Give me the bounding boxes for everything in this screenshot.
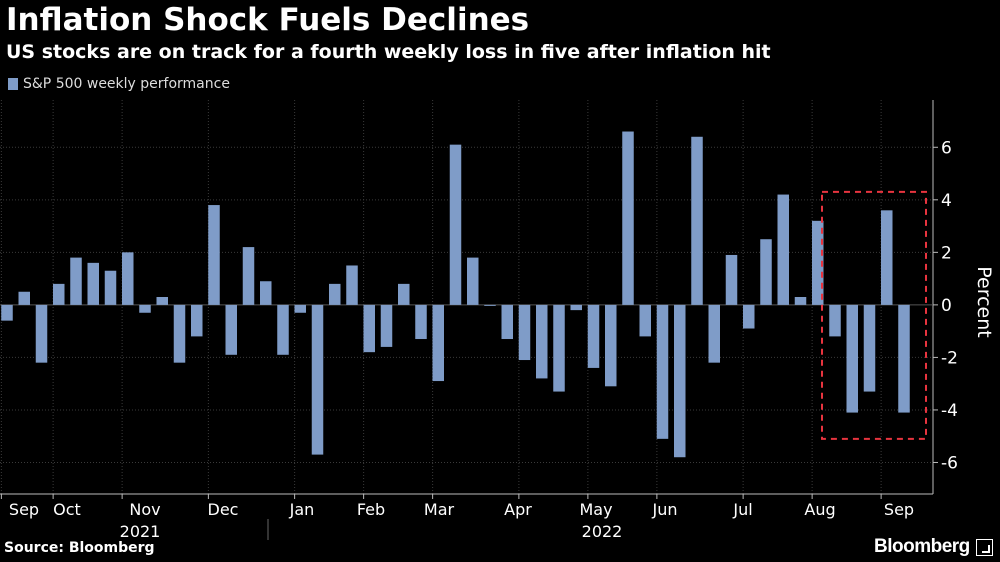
bar (898, 304, 910, 413)
bar (553, 304, 565, 392)
bar (87, 262, 99, 305)
x-tick-label: May (579, 500, 612, 519)
bar (1, 304, 13, 321)
bar (536, 304, 548, 379)
bar (53, 283, 65, 305)
bar (587, 304, 600, 368)
bar (863, 304, 876, 392)
bar (639, 304, 651, 337)
y-axis-label: Percent (973, 266, 995, 338)
x-tick-label: Nov (129, 500, 160, 519)
y-tick-label: -6 (941, 453, 958, 473)
bar (156, 297, 168, 305)
bar (104, 270, 117, 305)
bar (656, 304, 669, 439)
bar (122, 252, 134, 305)
bar (518, 304, 531, 361)
bar (208, 205, 220, 305)
bar (277, 304, 289, 355)
bar (225, 304, 237, 355)
source-note: Source: Bloomberg (4, 540, 155, 556)
y-tick-label: 0 (941, 296, 952, 316)
x-tick-label: Oct (53, 500, 81, 519)
bar (794, 297, 807, 305)
bar (260, 281, 272, 305)
bar (415, 304, 427, 340)
bar (380, 304, 393, 347)
bar (18, 291, 30, 305)
year-label: 2022 (582, 522, 623, 541)
bar (725, 254, 738, 305)
chart-subtitle: US stocks are on track for a fourth week… (6, 41, 771, 63)
x-tick-label: Jul (732, 500, 752, 519)
bar (674, 304, 686, 458)
bar (760, 239, 772, 305)
bar (777, 194, 789, 305)
bars (1, 131, 910, 458)
bar (691, 136, 703, 305)
bar (846, 304, 858, 413)
x-tick-label: Dec (208, 500, 239, 519)
chart-title: Inflation Shock Fuels Declines (6, 2, 530, 38)
bar (467, 257, 479, 305)
legend: S&P 500 weekly performance (8, 76, 230, 92)
bar (743, 304, 755, 329)
legend-label: S&P 500 weekly performance (23, 76, 230, 92)
bar (294, 304, 306, 313)
bar (363, 304, 375, 353)
y-tick-label: 2 (941, 243, 952, 263)
x-tick-label: Jun (652, 500, 678, 519)
year-label: 2021 (120, 522, 161, 541)
y-tick-label: -4 (941, 401, 958, 421)
y-axis: -6 -4 -2 0 2 4 6 (932, 100, 958, 494)
bar (242, 247, 255, 305)
x-tick-label: Mar (424, 500, 455, 519)
bar (605, 304, 617, 387)
y-tick-label: 4 (941, 191, 952, 211)
gridlines (0, 100, 932, 494)
logo-icon (975, 538, 993, 556)
bar (329, 283, 341, 305)
bar (432, 304, 444, 382)
bar (829, 304, 841, 337)
bar (484, 304, 496, 306)
bar (449, 144, 462, 305)
bar (708, 304, 720, 363)
x-tick-label: Jan (289, 500, 315, 519)
bar (173, 304, 186, 363)
bar (35, 304, 48, 363)
y-tick-label: -2 (941, 348, 958, 368)
bar (191, 304, 203, 337)
bar (570, 304, 582, 311)
legend-swatch (8, 78, 18, 90)
x-axis: Sep Oct Nov Dec Jan Feb Mar Apr May Jun Jul Aug Sep 2… (0, 493, 933, 541)
logo-text: Bloomberg (874, 536, 970, 557)
x-tick-label: Aug (804, 500, 835, 519)
bar (501, 304, 513, 340)
bar (622, 131, 634, 305)
x-tick-label: Apr (504, 500, 532, 519)
bar (812, 220, 824, 305)
y-tick-label: 6 (941, 138, 952, 158)
bar (881, 210, 893, 305)
x-tick-label: Sep (9, 500, 39, 519)
x-tick-label: Sep (884, 500, 914, 519)
x-tick-label: Feb (357, 500, 385, 519)
bloomberg-logo: Bloomberg (874, 536, 993, 558)
bar (398, 283, 410, 305)
bar (70, 257, 82, 305)
bar (139, 304, 151, 313)
bar (346, 265, 358, 305)
bar (311, 304, 324, 455)
